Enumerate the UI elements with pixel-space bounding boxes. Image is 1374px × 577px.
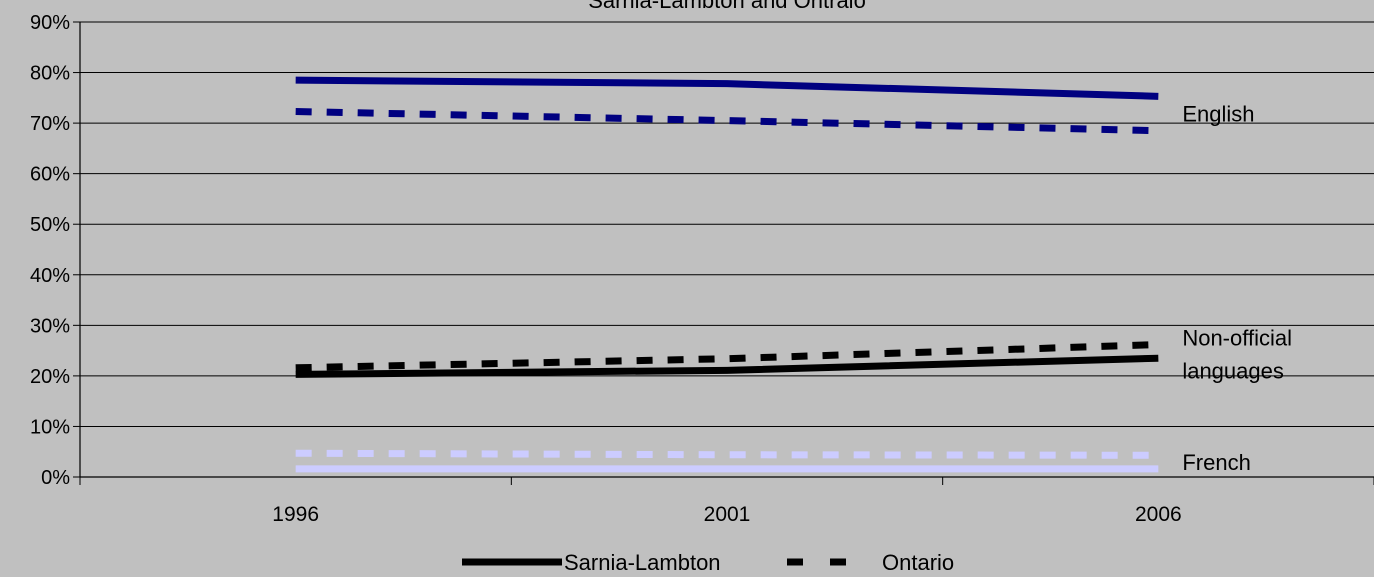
chart-title: Sarnia-Lambton and Ontraio xyxy=(588,0,866,13)
y-tick-label: 80% xyxy=(30,63,70,85)
series-line-nonofficial-ontario xyxy=(295,341,1159,372)
y-tick-label: 50% xyxy=(30,214,70,236)
legend-label-ontario: Ontario xyxy=(882,550,954,575)
annotation-nonofficial: languages xyxy=(1182,358,1284,383)
annotation-english: English xyxy=(1182,102,1254,127)
series-line-nonofficial-sarnia-lambton xyxy=(295,354,1159,378)
y-tick-label: 10% xyxy=(30,416,70,438)
x-tick-label: 1996 xyxy=(272,503,319,526)
series-lines xyxy=(295,76,1159,473)
series-annotations: English Non-official languages French xyxy=(1182,102,1292,476)
y-tick-label: 40% xyxy=(30,265,70,287)
axes xyxy=(73,21,1374,485)
y-tick-labels: 0% 10% 20% 30% 40% 50% 60% 70% 80% 90% xyxy=(30,12,70,489)
x-tick-label: 2006 xyxy=(1135,503,1182,526)
series-line-french-ontario xyxy=(295,449,1159,459)
x-tick-label: 2001 xyxy=(704,503,751,526)
y-tick-label: 0% xyxy=(41,467,70,489)
y-tick-label: 20% xyxy=(30,366,70,388)
y-tick-label: 90% xyxy=(30,12,70,34)
annotation-french: French xyxy=(1182,450,1250,475)
y-tick-label: 30% xyxy=(30,315,70,337)
legend-label-sarnia-lambton: Sarnia-Lambton xyxy=(564,550,721,575)
x-tick-labels: 1996 2001 2006 xyxy=(272,503,1181,526)
y-tick-label: 60% xyxy=(30,164,70,186)
annotation-nonofficial: Non-official xyxy=(1182,325,1292,350)
legend: Sarnia-Lambton Ontario xyxy=(462,550,954,575)
gridlines xyxy=(80,21,1374,427)
series-line-english-sarnia-lambton xyxy=(295,76,1159,100)
y-tick-label: 70% xyxy=(30,113,70,135)
series-line-english-ontario xyxy=(295,107,1159,135)
